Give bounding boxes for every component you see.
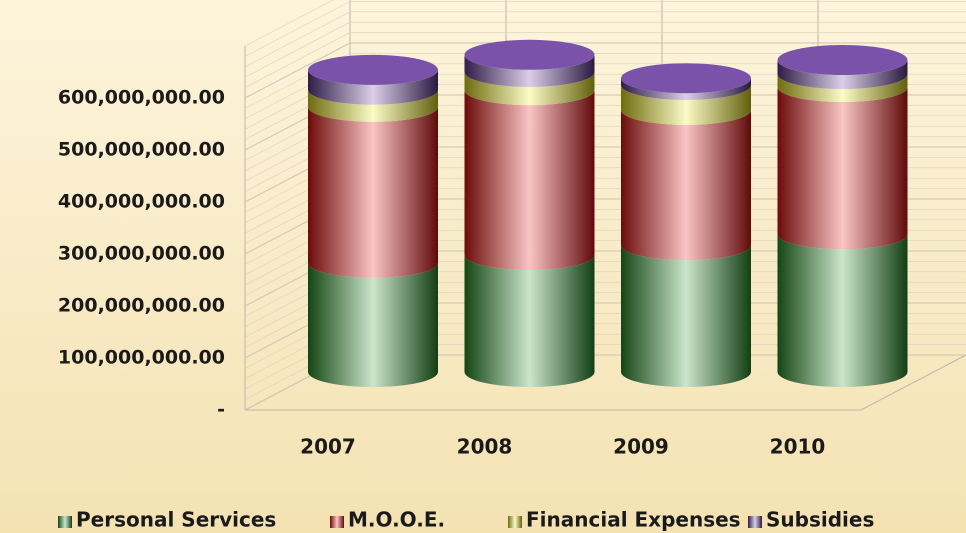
cylinder-segment [777,87,908,250]
cylinder-segment [777,74,908,103]
y-tick-label: 500,000,000.00 [58,139,225,161]
x-tick-label: 2010 [770,435,826,459]
legend-label: Subsidies [766,508,874,532]
y-tick-label: 100,000,000.00 [58,347,225,369]
legend-swatch [330,516,344,528]
legend-label: M.O.O.E. [348,508,445,532]
cylinder-segment [777,234,908,388]
cylinder-segment [464,90,595,270]
y-tick-label: 200,000,000.00 [58,295,225,317]
y-tick-label: 600,000,000.00 [58,87,225,109]
minor-grid-line [244,0,334,47]
cylinder-top [621,63,751,94]
cylinder-segment [308,262,438,387]
cylinder-segment [464,255,595,387]
minor-grid-line [244,32,966,88]
minor-grid-line [244,42,966,99]
cylinder-segment [464,71,595,106]
cylinder-top [308,54,438,85]
cylinder-segment [621,245,751,387]
x-tick-label: 2009 [613,435,669,459]
cylinder-segment [308,106,438,278]
cylinder-segment [308,89,438,122]
legend-label: Personal Services [76,508,276,532]
legend-swatch [748,516,762,528]
cylinder-segment [621,109,751,261]
y-tick-label: 400,000,000.00 [58,191,225,213]
y-tick-label: - [217,399,225,421]
cylinder-segment [621,78,751,100]
legend-label: Financial Expenses [526,508,741,532]
cylinder-segment [621,84,751,125]
cylinder-segment [777,60,908,90]
x-tick-label: 2008 [457,435,513,459]
legend-swatch [508,516,522,528]
cylinder-top [464,39,595,70]
minor-grid-line [244,53,966,109]
cylinder-segment [464,54,595,87]
x-tick-label: 2007 [300,435,356,459]
minor-grid-line [244,21,966,78]
minor-grid-line [244,11,966,68]
cylinder-top [777,45,908,75]
cylinder-segment [308,69,438,105]
minor-grid-line [244,1,966,57]
legend-swatch [58,516,72,528]
y-tick-label: 300,000,000.00 [58,243,225,265]
